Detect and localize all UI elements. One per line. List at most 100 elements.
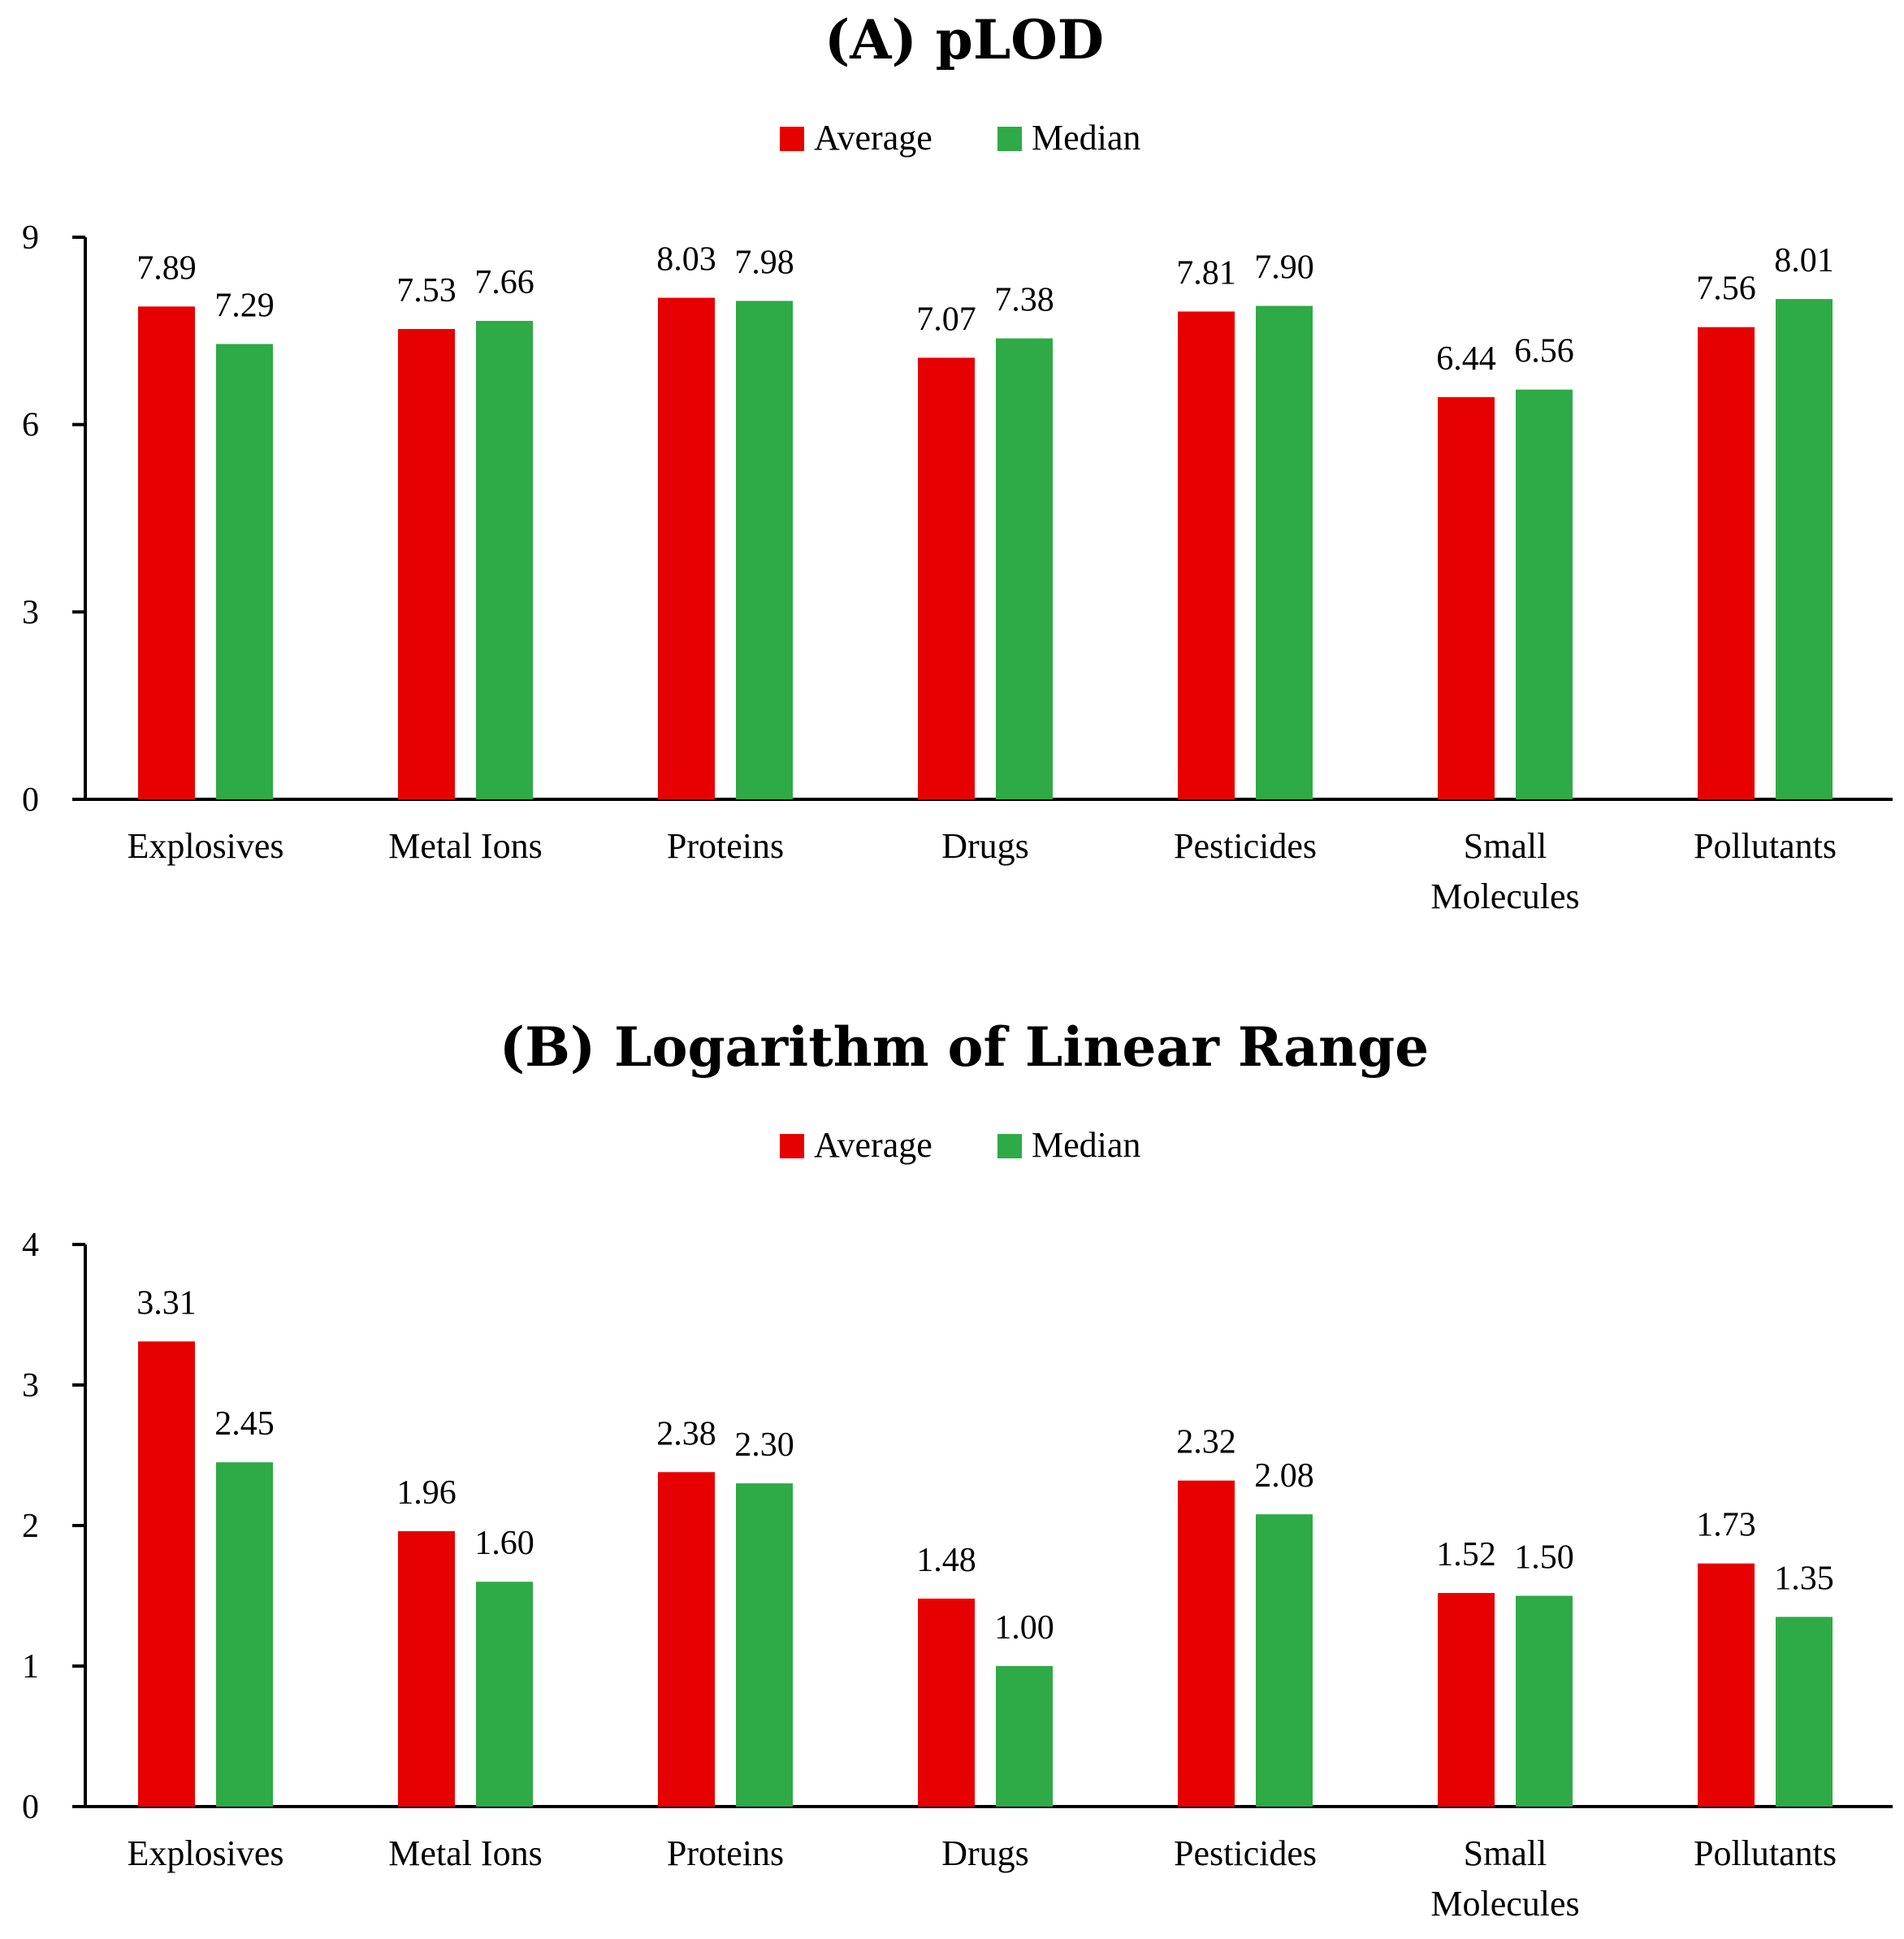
bar-median-explosives <box>216 1462 273 1807</box>
x-category-label: Metal Ions <box>388 826 542 866</box>
y-tick-label: 1 <box>22 1648 39 1686</box>
value-label-average: 1.48 <box>916 1542 976 1579</box>
y-tick-label: 3 <box>22 1367 39 1404</box>
x-category-label-line: Explosives <box>127 826 283 866</box>
x-category-label: Explosives <box>127 1833 283 1873</box>
x-category-label: Small Molecules <box>1430 826 1579 916</box>
x-category-label-line: Drugs <box>941 1833 1029 1873</box>
value-label-median: 6.56 <box>1514 333 1574 370</box>
x-category-label-line: Molecules <box>1430 1884 1579 1924</box>
value-label-average: 7.53 <box>396 272 457 309</box>
legend-label-average: Average <box>814 118 933 158</box>
value-label-median: 7.66 <box>474 264 534 301</box>
value-label-median: 1.60 <box>474 1525 534 1562</box>
value-label-average: 3.31 <box>136 1284 197 1322</box>
x-category-label-line: Small <box>1464 826 1547 866</box>
bar-average-explosives <box>138 1341 195 1807</box>
bar-average-proteins <box>658 297 715 799</box>
value-label-average: 2.32 <box>1176 1424 1236 1461</box>
bar-median-proteins <box>736 1483 793 1807</box>
value-label-average: 7.56 <box>1696 271 1756 308</box>
x-category-label-line: Proteins <box>667 1833 784 1873</box>
x-category-label-line: Proteins <box>667 826 784 866</box>
x-category-label-line: Molecules <box>1430 876 1579 916</box>
legend-label-median: Median <box>1032 1125 1140 1165</box>
y-tick-label: 9 <box>22 219 39 257</box>
x-category-label-line: Small <box>1464 1833 1547 1873</box>
legend-swatch-average <box>780 1134 804 1158</box>
value-label-average: 8.03 <box>656 241 716 279</box>
x-category-label: Small Molecules <box>1430 1833 1579 1924</box>
legend-swatch-median <box>997 127 1022 151</box>
value-label-median: 1.50 <box>1514 1539 1574 1577</box>
value-label-median: 1.35 <box>1774 1560 1834 1597</box>
bar-average-explosives <box>138 306 195 799</box>
bar-median-small-molecules <box>1516 389 1573 799</box>
x-category-label: Drugs <box>941 826 1029 866</box>
value-label-median: 2.08 <box>1254 1457 1314 1495</box>
x-category-label-line: Pesticides <box>1174 1833 1317 1873</box>
bar-median-small-molecules <box>1516 1595 1573 1807</box>
value-label-average: 7.07 <box>916 301 976 338</box>
y-tick-label: 6 <box>22 407 39 444</box>
x-category-label: Explosives <box>127 826 283 866</box>
value-label-median: 2.45 <box>214 1405 275 1443</box>
chart-panel-2: (B) Logarithm of Linear Range Average Medi… <box>22 1015 1893 1924</box>
bar-median-pollutants <box>1776 1617 1833 1807</box>
value-label-average: 1.73 <box>1696 1507 1756 1544</box>
value-label-median: 2.30 <box>734 1426 794 1464</box>
x-category-label: Pollutants <box>1694 1833 1837 1873</box>
value-label-average: 2.38 <box>656 1415 716 1452</box>
x-category-label: Proteins <box>667 826 784 866</box>
bar-average-drugs <box>918 1598 975 1807</box>
legend-label-median: Median <box>1032 118 1140 158</box>
value-label-median: 7.90 <box>1254 249 1314 287</box>
bar-median-drugs <box>996 1666 1053 1807</box>
bar-median-explosives <box>216 344 273 800</box>
value-label-median: 8.01 <box>1774 242 1834 279</box>
bar-average-proteins <box>658 1472 715 1807</box>
bar-median-pesticides <box>1256 305 1313 800</box>
bar-average-drugs <box>918 357 975 799</box>
bar-median-pollutants <box>1776 299 1833 799</box>
y-tick-label: 4 <box>22 1227 39 1264</box>
x-category-label-line: Pollutants <box>1694 1833 1837 1873</box>
legend-label-average: Average <box>814 1125 933 1165</box>
value-label-average: 6.44 <box>1436 340 1496 378</box>
y-tick-label: 0 <box>22 1789 39 1826</box>
x-category-label: Pollutants <box>1694 826 1837 866</box>
value-label-median: 7.29 <box>214 287 275 324</box>
legend-swatch-median <box>997 1134 1022 1158</box>
x-category-label-line: Metal Ions <box>388 826 542 866</box>
value-label-median: 1.00 <box>994 1609 1054 1647</box>
legend-swatch-average <box>780 127 804 151</box>
bar-median-drugs <box>996 338 1053 799</box>
chart-title: (B) Logarithm of Linear Range <box>500 1015 1429 1079</box>
chart-title: (A) pLOD <box>824 8 1104 71</box>
y-tick-label: 2 <box>22 1508 39 1545</box>
chart-panel-1: (A) pLOD Average Median 0 3 6 9 7.89 7.29 Explosi… <box>22 8 1893 916</box>
bar-average-pesticides <box>1178 311 1235 799</box>
value-label-average: 1.52 <box>1436 1536 1496 1573</box>
y-tick-label: 0 <box>22 781 39 819</box>
bar-average-small-molecules <box>1438 1593 1495 1807</box>
x-category-label-line: Pollutants <box>1694 826 1837 866</box>
x-category-label-line: Pesticides <box>1174 826 1317 866</box>
y-tick-label: 3 <box>22 594 39 631</box>
value-label-average: 7.81 <box>1176 254 1236 292</box>
value-label-average: 7.89 <box>136 249 197 287</box>
bar-median-pesticides <box>1256 1514 1313 1807</box>
x-category-label: Metal Ions <box>388 1833 542 1873</box>
value-label-average: 1.96 <box>396 1474 457 1512</box>
x-category-label: Pesticides <box>1174 1833 1317 1873</box>
x-category-label: Pesticides <box>1174 826 1317 866</box>
value-label-median: 7.98 <box>734 244 794 281</box>
bar-average-pollutants <box>1698 327 1755 800</box>
value-label-median: 7.38 <box>994 282 1054 319</box>
bar-median-metal ions <box>476 321 533 799</box>
x-category-label-line: Metal Ions <box>388 1833 542 1873</box>
bar-median-metal ions <box>476 1582 533 1807</box>
x-category-label: Drugs <box>941 1833 1029 1873</box>
x-category-label-line: Explosives <box>127 1833 283 1873</box>
